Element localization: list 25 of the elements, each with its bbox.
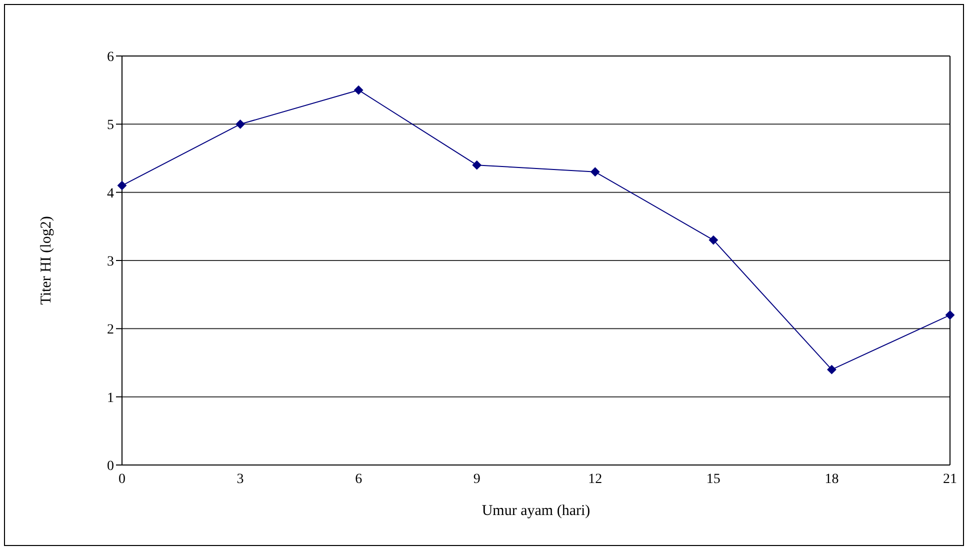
y-tick-label: 1	[107, 390, 114, 406]
y-tick-label: 4	[107, 186, 114, 202]
point	[590, 167, 600, 176]
point	[236, 120, 245, 129]
x-tick-label: 3	[236, 472, 244, 487]
x-tick-label: 0	[118, 472, 126, 487]
x-tick-label: 18	[824, 472, 839, 487]
y-tick-label: 5	[107, 118, 114, 134]
y-tick-label: 2	[107, 322, 114, 338]
x-axis-title: Umur ayam (hari)	[482, 503, 590, 519]
point	[708, 236, 718, 245]
y-tick-label: 3	[107, 254, 114, 270]
point	[118, 181, 126, 190]
x-tick-label: 6	[355, 472, 362, 487]
y-tick-label: 6	[107, 50, 114, 65]
x-tick-label: 15	[706, 472, 720, 487]
point	[472, 160, 482, 170]
point	[827, 365, 836, 374]
x-tick-label: 21	[943, 472, 957, 487]
point	[354, 86, 364, 95]
y-tick-label: 0	[107, 458, 114, 474]
x-tick-label: 9	[473, 472, 480, 487]
x-tick-label: 12	[588, 472, 602, 487]
y-axis-title: Titer HI (log2)	[38, 216, 54, 305]
point	[946, 310, 954, 320]
